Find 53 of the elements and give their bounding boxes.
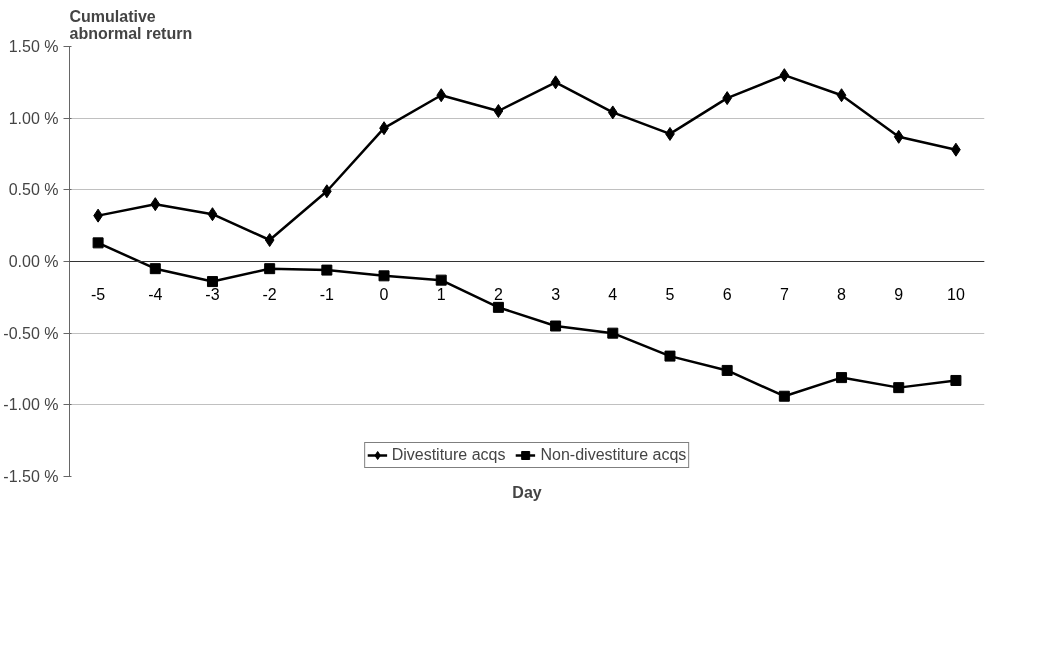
point (550, 320, 562, 332)
point (206, 276, 218, 288)
chart-title: Cumulative abnormal return (69, 7, 193, 42)
x-tick-label: 7 (779, 285, 789, 303)
x-tick-label: 3 (551, 285, 561, 303)
point (321, 264, 333, 276)
point (664, 350, 676, 362)
point (150, 197, 161, 212)
point (607, 105, 618, 120)
y-tick-label: 1.50 % (8, 38, 59, 55)
point (836, 372, 848, 384)
x-tick-label: -4 (148, 285, 163, 303)
y-tick-label: -1.50 % (3, 468, 59, 485)
point (492, 301, 504, 313)
x-tick-label: 10 (947, 285, 965, 303)
x-tick-label: 9 (894, 285, 904, 303)
x-tick-label: -2 (262, 285, 277, 303)
x-tick-label: 1 (436, 285, 446, 303)
point (550, 75, 561, 90)
x-tick-label: 5 (665, 285, 675, 303)
point (435, 274, 447, 286)
x-tick-label: -1 (319, 285, 335, 303)
x-tick-label: 0 (379, 285, 389, 303)
point (779, 68, 790, 83)
y-tick-label: -0.50 % (3, 324, 59, 342)
point (607, 327, 619, 339)
point (264, 233, 275, 247)
y-tick-label: 0.50 % (8, 181, 59, 199)
x-tick-label: -3 (205, 285, 220, 303)
y-tick-label: 1.00 % (8, 109, 59, 127)
point (893, 382, 905, 394)
point (893, 129, 904, 144)
x-tick-label: 2 (493, 285, 503, 303)
point (493, 104, 504, 118)
point (778, 390, 790, 402)
y-tick-label: 0.00 % (8, 253, 59, 270)
point (207, 207, 218, 222)
y-tick-label: -1.00 % (3, 396, 59, 414)
point (436, 88, 447, 103)
x-tick-label: 8 (837, 285, 847, 303)
point (836, 88, 847, 103)
x-tick-label: -5 (90, 285, 106, 303)
legend-label: Divestiture acqs (391, 446, 506, 464)
point (264, 263, 276, 275)
x-tick-label: 4 (608, 285, 618, 303)
point (950, 374, 962, 386)
point (378, 270, 390, 282)
point (92, 237, 104, 249)
point (721, 364, 733, 376)
x-axis-title: Day (512, 483, 542, 501)
legend-label: Non-divestiture acqs (540, 446, 687, 464)
x-tick-label: 6 (722, 285, 732, 303)
point (149, 263, 161, 275)
